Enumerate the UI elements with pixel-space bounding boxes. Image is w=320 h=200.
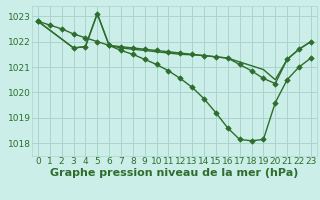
X-axis label: Graphe pression niveau de la mer (hPa): Graphe pression niveau de la mer (hPa) xyxy=(50,168,299,178)
